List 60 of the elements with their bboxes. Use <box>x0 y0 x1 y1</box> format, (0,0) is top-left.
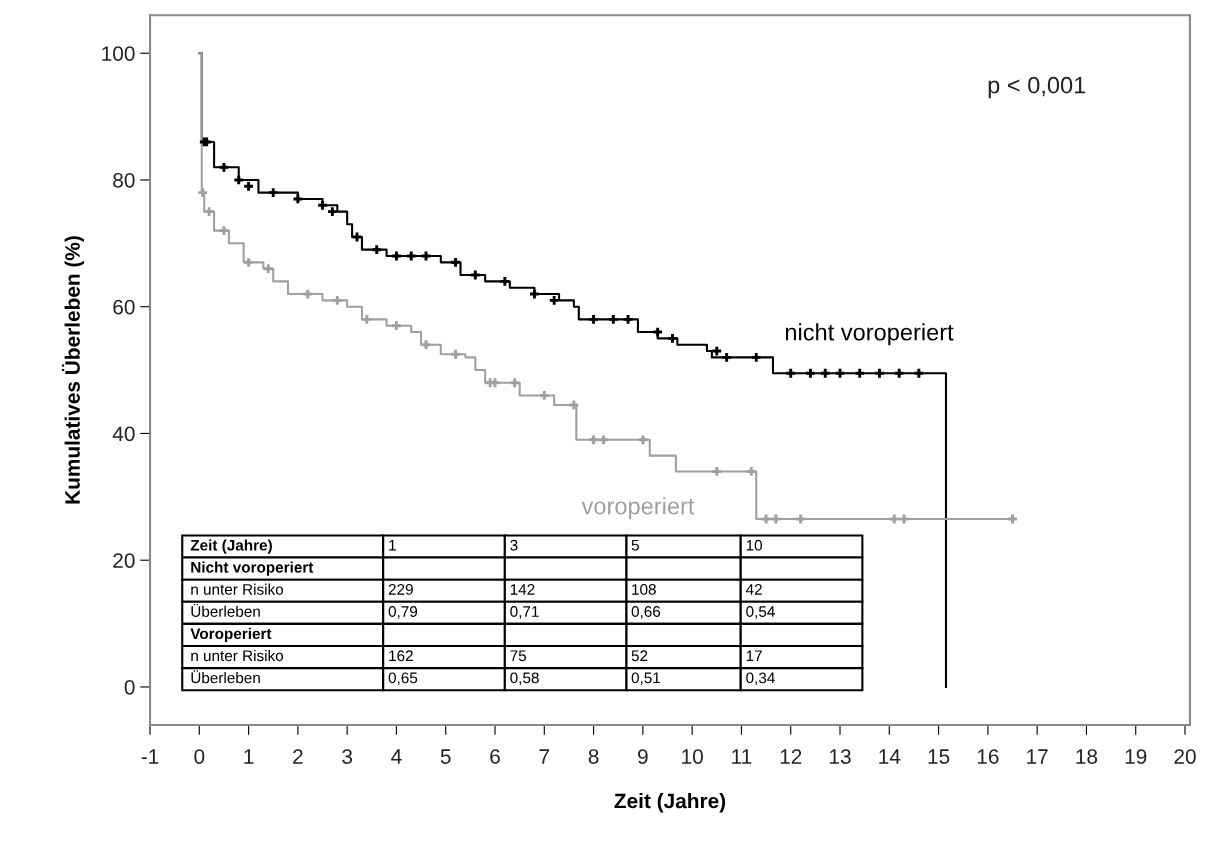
x-tick-label: 3 <box>342 749 353 764</box>
x-tick-label: 16 <box>977 749 999 764</box>
annotation: 0,71 <box>510 606 539 619</box>
x-tick-label: 18 <box>1076 749 1098 764</box>
y-tick-label: 100 <box>102 46 135 61</box>
annotation: 52 <box>631 650 648 662</box>
x-tick-label: 19 <box>1125 749 1147 764</box>
x-tick-label: 17 <box>1027 749 1048 764</box>
x-tick-label: 14 <box>879 749 901 764</box>
y-tick-label: 40 <box>112 426 135 442</box>
annotation: 1 <box>389 539 396 551</box>
annotation: 0,65 <box>388 672 418 686</box>
x-tick-label: 0 <box>194 749 205 764</box>
x-tick-label: 2 <box>293 749 303 764</box>
x-tick-label: 13 <box>830 749 851 764</box>
annotation: 108 <box>632 584 656 595</box>
series-label: nicht voroperiert <box>785 323 954 346</box>
annotation: 17 <box>746 650 762 661</box>
annotation: 10 <box>746 539 762 551</box>
x-tick-label: 9 <box>638 749 648 764</box>
annotation: 0,51 <box>631 672 661 686</box>
x-tick-label: 10 <box>682 749 703 764</box>
annotation: 0,34 <box>746 672 775 686</box>
annotation: Zeit (Jahre) <box>190 539 272 554</box>
x-tick-label: 15 <box>928 749 950 764</box>
annotation: 229 <box>388 584 413 595</box>
annotation: 5 <box>631 539 639 551</box>
y-tick-label: 0 <box>124 679 135 695</box>
annotation: 3 <box>510 539 518 551</box>
annotation: 0,66 <box>631 606 661 619</box>
annotation: Überleben <box>191 670 260 684</box>
x-tick-label: 4 <box>391 749 402 764</box>
annotation: 162 <box>389 650 413 662</box>
x-tick-label: 11 <box>732 749 752 764</box>
x-tick-label: 7 <box>539 749 550 764</box>
annotation: 75 <box>510 650 527 662</box>
annotation: 0,79 <box>388 606 418 619</box>
series-label: voroperiert <box>581 497 695 520</box>
x-tick-label: 20 <box>1174 749 1196 764</box>
annotation: n unter Risiko <box>191 649 284 662</box>
y-tick-label: 60 <box>113 299 135 315</box>
y-tick-label: 20 <box>113 553 135 568</box>
annotation: Voroperiert <box>190 627 272 643</box>
annotation: p < 0,001 <box>988 76 1086 99</box>
x-tick-label: 1 <box>244 749 254 764</box>
annotation: 0,54 <box>746 606 775 619</box>
x-tick-label: 12 <box>780 749 802 764</box>
x-tick-label: 8 <box>588 749 599 764</box>
annotation: 0,58 <box>510 672 539 686</box>
annotation: n unter Risiko <box>191 583 284 595</box>
annotation: 42 <box>745 584 762 595</box>
x-tick-label: 5 <box>440 749 451 764</box>
x-axis-title: Zeit (Jahre) <box>614 793 726 813</box>
annotation: Überleben <box>191 604 260 617</box>
x-tick-label: -1 <box>141 749 159 764</box>
annotation: 142 <box>510 584 535 595</box>
y-axis-title: Kumulatives Überleben (%) <box>61 236 85 504</box>
x-tick-label: 6 <box>490 749 500 764</box>
annotation: Nicht voroperiert <box>191 561 314 576</box>
y-tick-label: 80 <box>113 172 135 188</box>
